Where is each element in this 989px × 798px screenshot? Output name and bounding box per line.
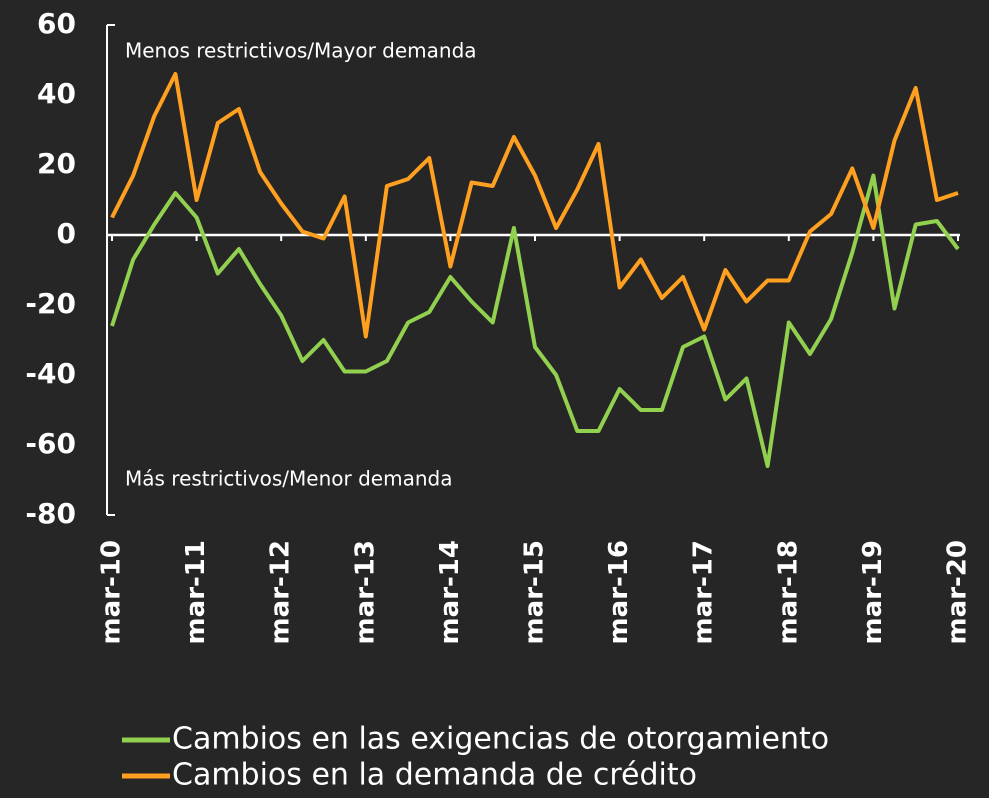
x-tick-label: mar-11 <box>181 540 211 644</box>
x-tick-label: mar-12 <box>266 540 296 644</box>
y-tick-label: 40 <box>37 77 76 110</box>
y-tick-label: -80 <box>25 497 76 530</box>
x-tick-label: mar-18 <box>773 540 803 644</box>
x-tick-label: mar-14 <box>435 540 465 644</box>
y-tick-label: -20 <box>25 287 76 320</box>
annotation: Más restrictivos/Menor demanda <box>125 467 452 491</box>
y-tick-label: 60 <box>37 7 76 40</box>
y-tick-label: -60 <box>25 427 76 460</box>
x-tick-label: mar-20 <box>943 540 973 644</box>
y-tick-label: 0 <box>57 217 76 250</box>
series-line <box>110 72 959 339</box>
x-tick-label: mar-10 <box>97 540 127 644</box>
y-tick-label: -40 <box>25 357 76 390</box>
x-tick-label: mar-17 <box>689 540 719 644</box>
x-tick-label: mar-13 <box>350 540 380 644</box>
x-tick-label: mar-15 <box>520 540 550 644</box>
x-tick-label: mar-16 <box>604 540 634 644</box>
annotation: Menos restrictivos/Mayor demanda <box>125 39 477 63</box>
y-tick-label: 20 <box>37 147 76 180</box>
x-tick-label: mar-19 <box>858 540 888 644</box>
series-line <box>110 173 960 468</box>
legend-label: Cambios en la demanda de crédito <box>172 758 697 793</box>
legend-label: Cambios en las exigencias de otorgamient… <box>172 722 829 757</box>
